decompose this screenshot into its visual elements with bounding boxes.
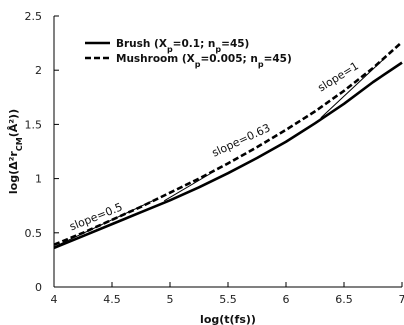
slope-guide-line bbox=[53, 200, 153, 248]
slope-guide-line bbox=[320, 57, 385, 119]
series-line-mushroom bbox=[53, 41, 403, 246]
series-layer bbox=[53, 41, 403, 250]
x-axis-title: log(t(fs)) bbox=[200, 313, 256, 325]
y-tick-label: 1 bbox=[35, 173, 42, 186]
y-tick-label: 1.5 bbox=[25, 118, 43, 131]
y-tick-label: 0 bbox=[35, 281, 42, 294]
legend: Brush (Xp=0.1; np=45)Mushroom (Xp=0.005;… bbox=[85, 38, 292, 69]
x-tick-label: 4 bbox=[51, 293, 58, 306]
y-tick-label: 2 bbox=[35, 64, 42, 77]
legend-label-brush: Brush (Xp=0.1; np=45) bbox=[116, 38, 249, 54]
x-tick-label: 4.5 bbox=[103, 293, 121, 306]
x-tick-label: 6 bbox=[283, 293, 290, 306]
legend-label-mushroom: Mushroom (Xp=0.005; np=45) bbox=[116, 53, 292, 69]
y-tick-label: 0.5 bbox=[25, 227, 43, 240]
x-tick-label: 5 bbox=[167, 293, 174, 306]
x-tick-label: 5.5 bbox=[219, 293, 237, 306]
slope-label: slope=1 bbox=[316, 59, 361, 94]
series-line-brush bbox=[53, 61, 403, 250]
y-axis-title: log(Δ²rCM(Å²)) bbox=[7, 109, 24, 194]
x-tick-label: 6.5 bbox=[335, 293, 353, 306]
x-tick-label: 7 bbox=[399, 293, 404, 306]
y-tick-label: 2.5 bbox=[25, 10, 43, 23]
slope-guides bbox=[53, 57, 385, 248]
axes: 4 4.5 5 5.5 6 6.5 7 0 0.5 1 1.5 2 2.5 bbox=[25, 10, 404, 306]
slope-guide-line bbox=[163, 173, 211, 202]
